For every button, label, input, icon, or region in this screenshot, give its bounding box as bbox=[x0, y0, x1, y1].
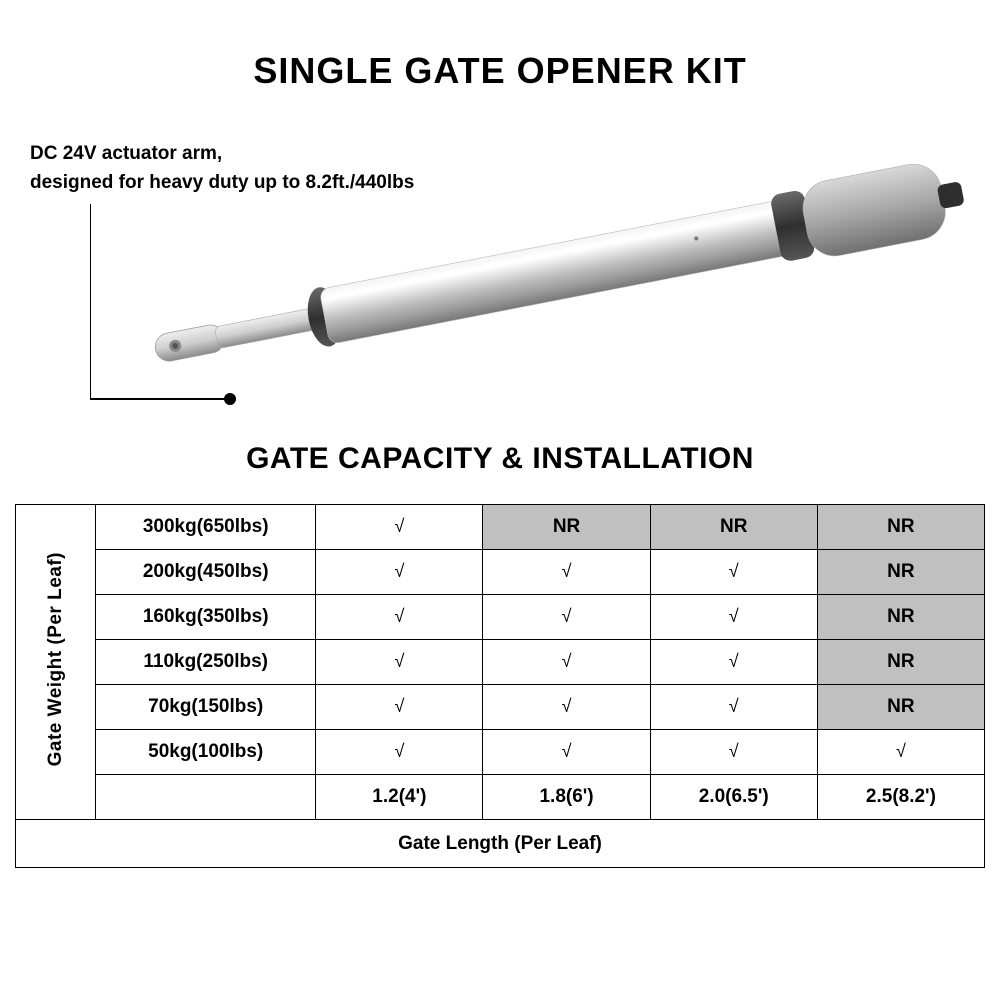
check-cell: √ bbox=[483, 685, 650, 730]
table-row: 200kg(450lbs)√√√NR bbox=[16, 550, 985, 595]
check-cell: √ bbox=[316, 730, 483, 775]
actuator-section: DC 24V actuator arm, designed for heavy … bbox=[0, 92, 1000, 432]
nr-cell: NR bbox=[817, 640, 984, 685]
weight-cell: 160kg(350lbs) bbox=[96, 595, 316, 640]
nr-cell: NR bbox=[650, 505, 817, 550]
nr-cell: NR bbox=[817, 685, 984, 730]
check-cell: √ bbox=[316, 685, 483, 730]
check-cell: √ bbox=[650, 730, 817, 775]
weight-cell: 70kg(150lbs) bbox=[96, 685, 316, 730]
table-row: 50kg(100lbs)√√√√ bbox=[16, 730, 985, 775]
check-cell: √ bbox=[817, 730, 984, 775]
length-row: 1.2(4')1.8(6')2.0(6.5')2.5(8.2') bbox=[16, 775, 985, 820]
check-cell: √ bbox=[483, 730, 650, 775]
sub-title: GATE CAPACITY & INSTALLATION bbox=[0, 442, 1000, 476]
check-cell: √ bbox=[483, 640, 650, 685]
capacity-table: Gate Weight (Per Leaf)300kg(650lbs)√NRNR… bbox=[15, 504, 985, 868]
length-cell: 1.2(4') bbox=[316, 775, 483, 820]
table-row: 110kg(250lbs)√√√NR bbox=[16, 640, 985, 685]
row-axis-header: Gate Weight (Per Leaf) bbox=[16, 505, 96, 820]
check-cell: √ bbox=[316, 550, 483, 595]
check-cell: √ bbox=[483, 595, 650, 640]
nr-cell: NR bbox=[817, 595, 984, 640]
weight-cell: 200kg(450lbs) bbox=[96, 550, 316, 595]
check-cell: √ bbox=[650, 640, 817, 685]
nr-cell: NR bbox=[817, 550, 984, 595]
blank-cell bbox=[96, 775, 316, 820]
weight-cell: 50kg(100lbs) bbox=[96, 730, 316, 775]
check-cell: √ bbox=[316, 595, 483, 640]
check-cell: √ bbox=[483, 550, 650, 595]
table-row: 70kg(150lbs)√√√NR bbox=[16, 685, 985, 730]
weight-cell: 110kg(250lbs) bbox=[96, 640, 316, 685]
length-cell: 1.8(6') bbox=[483, 775, 650, 820]
actuator-arm-icon bbox=[120, 157, 980, 387]
check-cell: √ bbox=[650, 685, 817, 730]
nr-cell: NR bbox=[817, 505, 984, 550]
weight-cell: 300kg(650lbs) bbox=[96, 505, 316, 550]
check-cell: √ bbox=[316, 505, 483, 550]
main-title: SINGLE GATE OPENER KIT bbox=[0, 0, 1000, 92]
check-cell: √ bbox=[650, 595, 817, 640]
check-cell: √ bbox=[650, 550, 817, 595]
length-cell: 2.5(8.2') bbox=[817, 775, 984, 820]
col-axis-row: Gate Length (Per Leaf) bbox=[16, 820, 985, 868]
table-row: 160kg(350lbs)√√√NR bbox=[16, 595, 985, 640]
table-row: Gate Weight (Per Leaf)300kg(650lbs)√NRNR… bbox=[16, 505, 985, 550]
col-axis-label: Gate Length (Per Leaf) bbox=[16, 820, 985, 868]
row-axis-label: Gate Weight (Per Leaf) bbox=[45, 552, 67, 766]
length-cell: 2.0(6.5') bbox=[650, 775, 817, 820]
nr-cell: NR bbox=[483, 505, 650, 550]
check-cell: √ bbox=[316, 640, 483, 685]
